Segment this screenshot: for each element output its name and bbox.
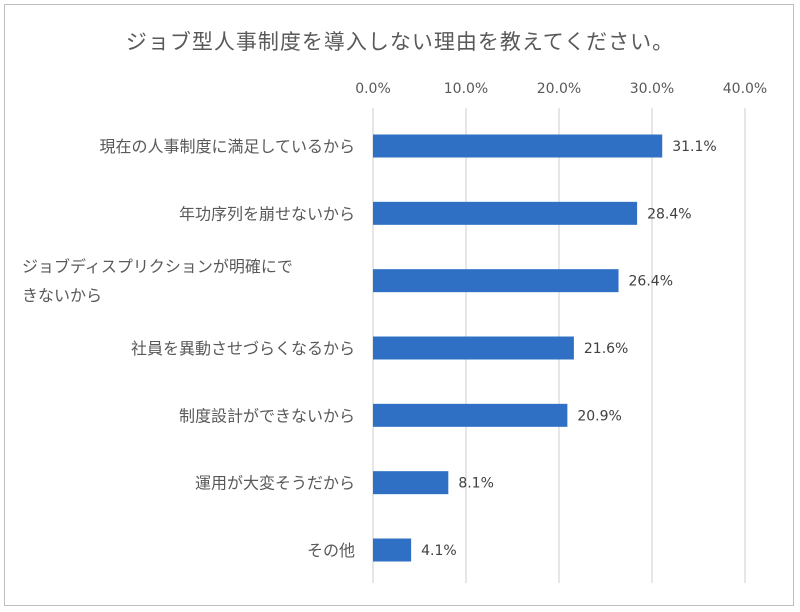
bar (373, 134, 663, 158)
bar (373, 269, 619, 293)
x-tick-label: 20.0% (537, 81, 581, 97)
category-label: その他 (307, 541, 355, 560)
chart-frame (4, 4, 794, 606)
category-label: 制度設計ができないから (179, 406, 355, 425)
data-label: 21.6% (584, 341, 628, 357)
bar (373, 201, 638, 225)
bar (373, 538, 412, 562)
bar (373, 471, 449, 495)
x-tick-label: 0.0% (355, 81, 391, 97)
category-label: 運用が大変そうだから (195, 474, 355, 493)
data-label: 8.1% (458, 476, 494, 492)
x-tick-label: 10.0% (444, 81, 488, 97)
data-label: 26.4% (629, 274, 673, 290)
x-tick-label: 40.0% (723, 81, 767, 97)
bar (373, 336, 574, 360)
data-label: 4.1% (421, 543, 457, 559)
data-label: 31.1% (672, 139, 716, 155)
x-tick-label: 30.0% (630, 81, 674, 97)
chart-title: ジョブ型人事制度を導入しない理由を教えてください。 (125, 30, 675, 54)
data-label: 28.4% (647, 206, 691, 222)
bar (373, 403, 568, 427)
category-label: 社員を異動させづらくなるから (131, 339, 355, 358)
data-label: 20.9% (577, 408, 621, 424)
category-label: きないから (22, 286, 102, 305)
category-label: ジョブディスプリクションが明確にで (22, 257, 293, 276)
category-label: 現在の人事制度に満足しているから (99, 137, 355, 156)
category-label: 年功序列を崩せないから (179, 204, 355, 223)
